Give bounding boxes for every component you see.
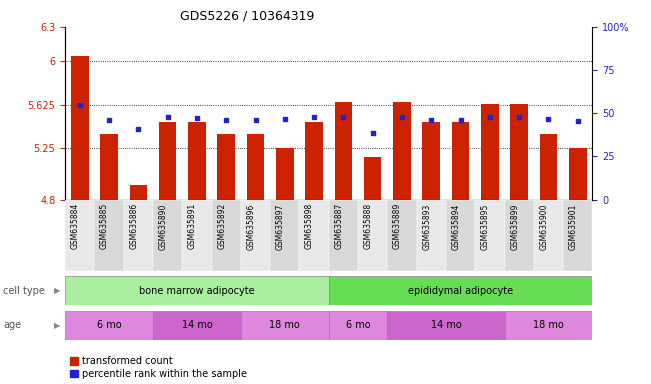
FancyBboxPatch shape bbox=[65, 311, 153, 340]
Text: cell type: cell type bbox=[3, 286, 45, 296]
FancyBboxPatch shape bbox=[153, 311, 241, 340]
FancyBboxPatch shape bbox=[505, 200, 534, 271]
FancyBboxPatch shape bbox=[534, 200, 563, 271]
Text: GSM635899: GSM635899 bbox=[510, 203, 519, 250]
FancyBboxPatch shape bbox=[417, 200, 446, 271]
FancyBboxPatch shape bbox=[563, 200, 592, 271]
Bar bbox=[130, 185, 147, 200]
FancyBboxPatch shape bbox=[124, 200, 153, 271]
Bar bbox=[481, 104, 499, 200]
FancyBboxPatch shape bbox=[241, 311, 329, 340]
Bar bbox=[364, 157, 381, 200]
Text: 18 mo: 18 mo bbox=[533, 320, 564, 331]
Bar bbox=[569, 148, 587, 200]
Text: GSM635901: GSM635901 bbox=[569, 203, 577, 250]
FancyBboxPatch shape bbox=[65, 276, 329, 305]
Text: bone marrow adipocyte: bone marrow adipocyte bbox=[139, 286, 255, 296]
Text: 14 mo: 14 mo bbox=[430, 320, 462, 331]
Bar bbox=[393, 102, 411, 200]
Text: 6 mo: 6 mo bbox=[346, 320, 370, 331]
Bar bbox=[335, 102, 352, 200]
FancyBboxPatch shape bbox=[241, 200, 270, 271]
Text: GSM635892: GSM635892 bbox=[217, 203, 227, 250]
FancyBboxPatch shape bbox=[505, 311, 592, 340]
Text: GSM635898: GSM635898 bbox=[305, 203, 314, 250]
Bar bbox=[217, 134, 235, 200]
FancyBboxPatch shape bbox=[475, 200, 505, 271]
FancyBboxPatch shape bbox=[329, 311, 387, 340]
Text: ▶: ▶ bbox=[54, 321, 61, 330]
Text: GSM635893: GSM635893 bbox=[422, 203, 431, 250]
FancyBboxPatch shape bbox=[329, 200, 358, 271]
Text: GSM635888: GSM635888 bbox=[364, 203, 372, 249]
FancyBboxPatch shape bbox=[182, 200, 212, 271]
Bar bbox=[159, 122, 176, 200]
Text: GSM635894: GSM635894 bbox=[452, 203, 460, 250]
Bar bbox=[540, 134, 557, 200]
Text: 14 mo: 14 mo bbox=[182, 320, 212, 331]
Text: GSM635896: GSM635896 bbox=[247, 203, 255, 250]
Text: age: age bbox=[3, 320, 21, 331]
FancyBboxPatch shape bbox=[153, 200, 182, 271]
Bar bbox=[247, 134, 264, 200]
Text: GSM635884: GSM635884 bbox=[71, 203, 79, 250]
Text: GSM635895: GSM635895 bbox=[481, 203, 490, 250]
Bar bbox=[452, 122, 469, 200]
FancyBboxPatch shape bbox=[299, 200, 329, 271]
FancyBboxPatch shape bbox=[65, 200, 94, 271]
Bar bbox=[510, 104, 528, 200]
FancyBboxPatch shape bbox=[270, 200, 299, 271]
Bar bbox=[188, 122, 206, 200]
Text: GDS5226 / 10364319: GDS5226 / 10364319 bbox=[180, 10, 314, 23]
Text: GSM635889: GSM635889 bbox=[393, 203, 402, 250]
Text: GSM635886: GSM635886 bbox=[130, 203, 138, 250]
FancyBboxPatch shape bbox=[329, 276, 592, 305]
Text: GSM635897: GSM635897 bbox=[276, 203, 285, 250]
FancyBboxPatch shape bbox=[358, 200, 387, 271]
FancyBboxPatch shape bbox=[387, 311, 505, 340]
Bar bbox=[305, 122, 323, 200]
Text: GSM635887: GSM635887 bbox=[335, 203, 344, 250]
Bar bbox=[71, 56, 89, 200]
Text: 6 mo: 6 mo bbox=[97, 320, 121, 331]
FancyBboxPatch shape bbox=[446, 200, 475, 271]
Text: ▶: ▶ bbox=[54, 286, 61, 295]
FancyBboxPatch shape bbox=[387, 200, 417, 271]
FancyBboxPatch shape bbox=[94, 200, 124, 271]
Text: GSM635891: GSM635891 bbox=[188, 203, 197, 250]
Text: GSM635890: GSM635890 bbox=[159, 203, 168, 250]
Bar bbox=[422, 122, 440, 200]
Text: epididymal adipocyte: epididymal adipocyte bbox=[408, 286, 513, 296]
Legend: transformed count, percentile rank within the sample: transformed count, percentile rank withi… bbox=[70, 356, 247, 379]
Bar bbox=[100, 134, 118, 200]
Text: GSM635900: GSM635900 bbox=[540, 203, 548, 250]
Text: GSM635885: GSM635885 bbox=[100, 203, 109, 250]
Bar bbox=[276, 148, 294, 200]
Text: 18 mo: 18 mo bbox=[270, 320, 300, 331]
FancyBboxPatch shape bbox=[212, 200, 241, 271]
